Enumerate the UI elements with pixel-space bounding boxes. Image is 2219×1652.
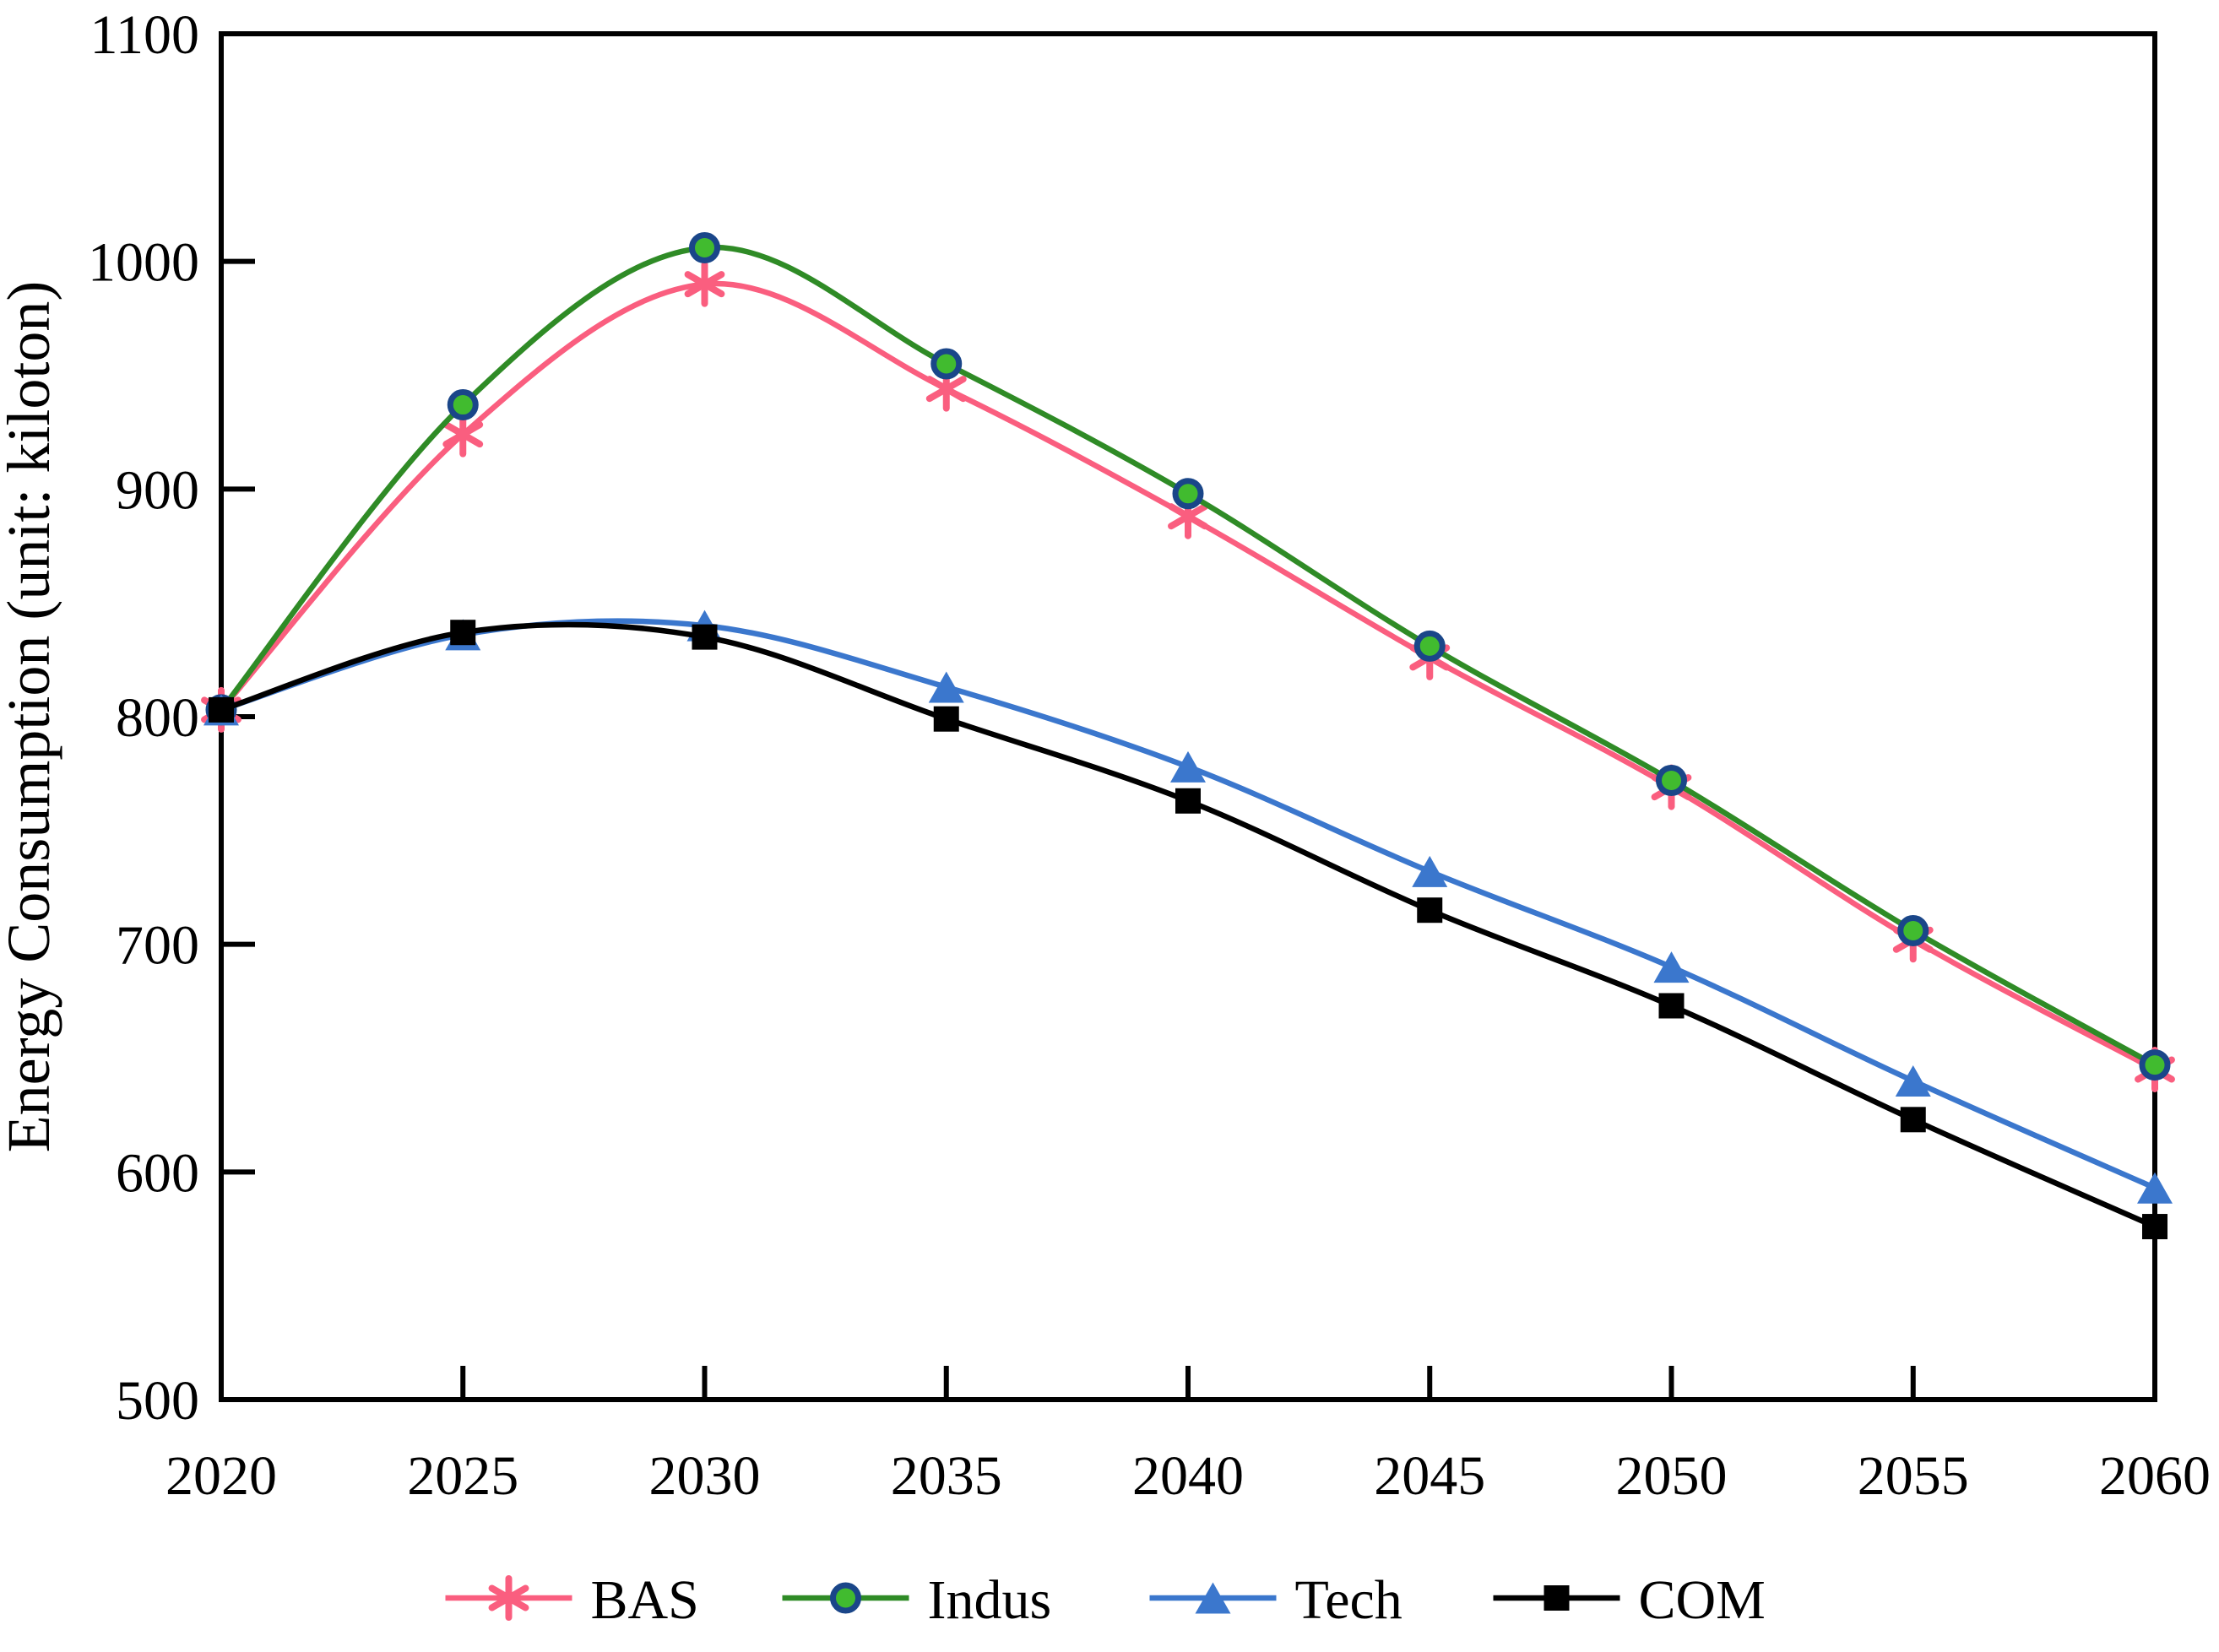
circle-marker	[1172, 478, 1204, 510]
circle-marker	[447, 389, 479, 421]
circle-marker	[930, 348, 963, 380]
series-markers-BAS	[201, 261, 2175, 1092]
x-tick-label: 2025	[407, 1445, 518, 1507]
series-line-COM	[220, 621, 2157, 1230]
square-marker	[209, 696, 234, 723]
legend-label: BAS	[591, 1569, 699, 1631]
circle-marker	[689, 231, 720, 263]
series-markers-Indus	[205, 231, 2171, 1081]
circle-marker	[1656, 765, 1687, 797]
legend-label: COM	[1639, 1569, 1766, 1631]
series-line-BAS	[219, 280, 2157, 1072]
x-tick-label: 2045	[1374, 1445, 1485, 1507]
series-line-Indus	[219, 244, 2157, 1068]
square-marker	[933, 706, 959, 732]
triangle-marker	[1195, 1582, 1231, 1614]
square-marker	[1175, 788, 1201, 814]
triangle-marker	[1170, 750, 1206, 783]
circle-marker	[2139, 1049, 2171, 1081]
triangle-marker	[1653, 951, 1690, 983]
legend-item-Indus: Indus	[782, 1569, 1052, 1631]
y-tick-label: 800	[116, 687, 199, 749]
y-tick-label: 1000	[88, 232, 199, 294]
circle-marker	[1897, 914, 1929, 946]
plot-frame	[219, 31, 2157, 1402]
square-marker	[1900, 1107, 1926, 1133]
y-tick-label: 1100	[90, 4, 199, 66]
plot-area: 500 600 700 800 900 1000 1100 2020 2025 2030 2035 2…	[88, 4, 2211, 1507]
x-tick-label: 2035	[891, 1445, 1002, 1507]
y-tick-label: 600	[116, 1142, 199, 1204]
circle-marker	[1413, 630, 1446, 662]
x-tick-label: 2040	[1132, 1445, 1244, 1507]
legend-item-BAS: BAS	[445, 1569, 699, 1631]
square-marker	[1658, 993, 1685, 1019]
x-tick-label: 2060	[2099, 1445, 2211, 1507]
x-tick-label: 2020	[165, 1445, 277, 1507]
legend-label: Tech	[1295, 1569, 1402, 1631]
chart-legend: BAS Indus Tech COM	[445, 1569, 1766, 1631]
square-marker	[1417, 897, 1443, 923]
legend-item-COM: COM	[1493, 1569, 1766, 1631]
square-marker	[1544, 1585, 1570, 1611]
y-tick-label: 900	[116, 459, 199, 521]
x-tick-label: 2055	[1858, 1445, 1969, 1507]
asterisk-marker	[442, 411, 484, 458]
circle-marker	[830, 1582, 861, 1614]
triangle-marker	[1895, 1064, 1931, 1097]
square-marker	[692, 624, 718, 650]
series-markers-COM	[209, 620, 2167, 1240]
asterisk-marker	[488, 1575, 529, 1621]
legend-item-Tech: Tech	[1149, 1569, 1402, 1631]
triangle-marker	[1412, 855, 1448, 887]
y-tick-label: 500	[116, 1370, 199, 1432]
square-marker	[2142, 1214, 2167, 1240]
legend-label: Indus	[928, 1569, 1052, 1631]
y-axis-title: Energy Consumption (unit: kiloton)	[0, 281, 62, 1153]
x-tick-label: 2050	[1616, 1445, 1728, 1507]
square-marker	[450, 620, 476, 646]
y-tick-label: 700	[116, 915, 199, 977]
asterisk-marker	[684, 261, 725, 307]
triangle-marker	[928, 671, 964, 703]
triangle-marker	[2137, 1172, 2173, 1204]
x-tick-label: 2030	[649, 1445, 761, 1507]
